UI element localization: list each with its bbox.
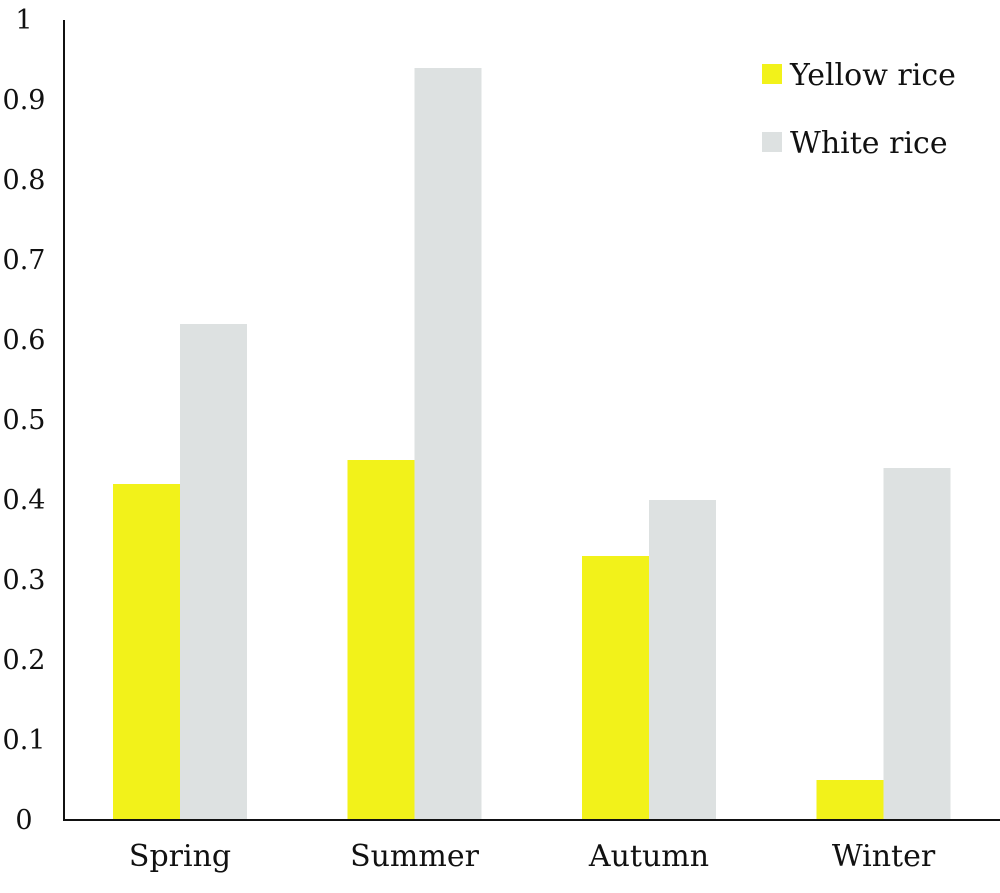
- x-tick-label: Spring: [129, 839, 231, 874]
- y-tick-label: 0.9: [3, 85, 46, 116]
- x-tick-label: Winter: [832, 839, 936, 874]
- x-axis-labels: Spring Summer Autumn Winter: [129, 839, 936, 874]
- y-tick-label: 0.1: [3, 725, 46, 756]
- legend: Yellow rice White rice: [762, 58, 956, 161]
- y-tick-label: 0.8: [3, 165, 46, 196]
- legend-swatch: [762, 132, 782, 152]
- y-axis-ticks: 0 0.1 0.2 0.3 0.4 0.5 0.6 0.7 0.8 0.9 1: [3, 5, 46, 836]
- bar-white-rice-winter: [883, 468, 951, 820]
- x-tick-label: Autumn: [588, 839, 709, 874]
- y-tick-label: 1: [15, 5, 32, 36]
- bar-yellow-rice-winter: [816, 780, 884, 820]
- bars: [113, 68, 951, 820]
- y-tick-label: 0.6: [3, 325, 46, 356]
- bar-white-rice-spring: [180, 324, 247, 820]
- bar-white-rice-autumn: [649, 500, 716, 820]
- y-tick-label: 0.3: [3, 565, 46, 596]
- legend-label: White rice: [790, 126, 948, 161]
- bar-yellow-rice-summer: [347, 460, 415, 820]
- y-tick-label: 0.4: [3, 485, 46, 516]
- bar-yellow-rice-autumn: [582, 556, 649, 820]
- y-tick-label: 0.7: [3, 245, 46, 276]
- bar-white-rice-summer: [414, 68, 482, 820]
- bar-yellow-rice-spring: [113, 484, 180, 820]
- y-tick-label: 0.5: [3, 405, 46, 436]
- legend-label: Yellow rice: [789, 58, 956, 93]
- legend-swatch: [762, 64, 782, 84]
- y-tick-label: 0: [15, 805, 32, 836]
- y-tick-label: 0.2: [3, 645, 46, 676]
- x-tick-label: Summer: [350, 839, 480, 874]
